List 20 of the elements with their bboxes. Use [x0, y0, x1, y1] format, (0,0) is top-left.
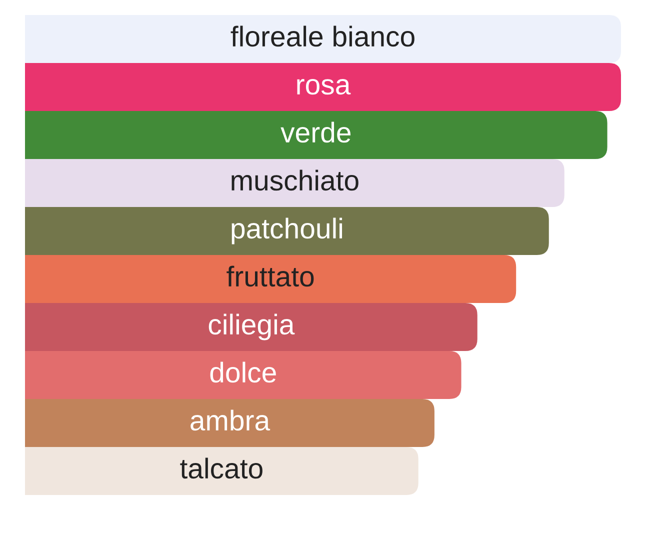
bar — [25, 255, 516, 303]
y-tick-label: muschiato — [232, 170, 358, 191]
y-tick-label: verde — [280, 122, 350, 143]
bar — [25, 111, 608, 159]
bar — [25, 159, 564, 207]
bar — [25, 15, 621, 63]
bar — [25, 63, 621, 111]
bar — [25, 447, 418, 495]
bar — [25, 303, 478, 351]
bar — [25, 351, 462, 399]
y-tick-label: floreale bianco — [230, 26, 414, 47]
y-tick-label: dolce — [210, 362, 276, 383]
y-tick-label: ambra — [190, 410, 270, 431]
y-tick-label: patchouli — [232, 218, 342, 244]
y-tick-label: talcato — [180, 458, 262, 479]
y-tick-label: fruttato — [226, 266, 314, 287]
bar — [25, 207, 549, 255]
y-tick-label: ciliegia — [208, 314, 295, 340]
bar — [25, 399, 434, 447]
y-tick-label: rosa — [297, 79, 351, 95]
